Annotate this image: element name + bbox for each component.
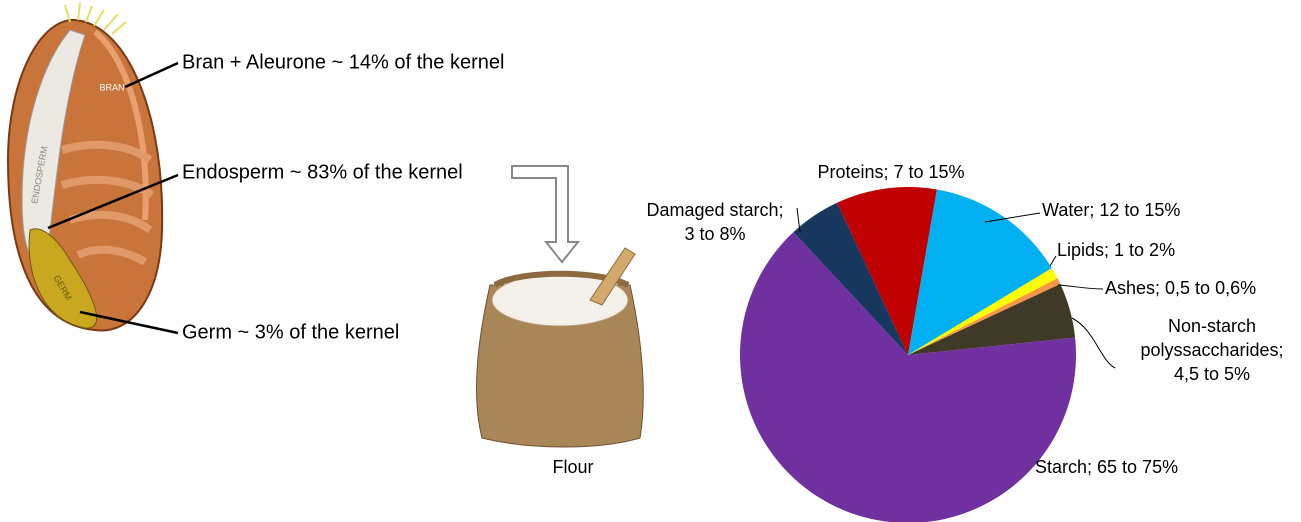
slice-label: Water; 12 to 15%: [1042, 200, 1180, 220]
flour-sack: [476, 247, 644, 448]
leader-line: [796, 207, 801, 233]
slice-label: Lipids; 1 to 2%: [1057, 240, 1175, 260]
germ-label: Germ ~ 3% of the kernel: [182, 321, 399, 343]
leader-line: [984, 212, 1041, 223]
pie-slice: [739, 232, 1076, 522]
pie-slice: [837, 187, 937, 355]
pie: Proteins; 7 to 15% Water; 12 to 15% Lipids…: [646, 162, 1284, 522]
slice-label: polyssaccharides;: [1140, 340, 1283, 360]
arrow: [511, 165, 581, 264]
pie-slice: [908, 268, 1058, 355]
leader-line: [1071, 317, 1116, 369]
leader-line: [1049, 255, 1057, 267]
slice-label: Ashes; 0,5 to 0,6%: [1105, 278, 1256, 298]
pie-slice: [793, 202, 908, 355]
slice-label: Damaged starch;: [646, 200, 783, 220]
bran-label: Bran + Aleurone ~ 14% of the kernel: [182, 51, 504, 73]
slice-label: 3 to 8%: [684, 224, 745, 244]
slice-label: 4,5 to 5%: [1174, 364, 1250, 384]
flour-label: Flour: [552, 457, 593, 477]
pie-slice: [908, 284, 1076, 355]
pie-slice: [908, 278, 1061, 355]
kernel: BRAN ENDOSPERM GERM: [6, 2, 164, 332]
slice-label: Proteins; 7 to 15%: [817, 162, 964, 182]
leaders: [47, 61, 179, 335]
slice-label: Non-starch: [1168, 316, 1256, 336]
pie-slice: [908, 189, 1052, 355]
kernel-bran: BRAN: [99, 82, 124, 92]
endosperm-label: Endosperm ~ 83% of the kernel: [182, 161, 463, 183]
slice-label: Starch; 65 to 75%: [1035, 457, 1178, 477]
leader-line: [1057, 284, 1104, 290]
